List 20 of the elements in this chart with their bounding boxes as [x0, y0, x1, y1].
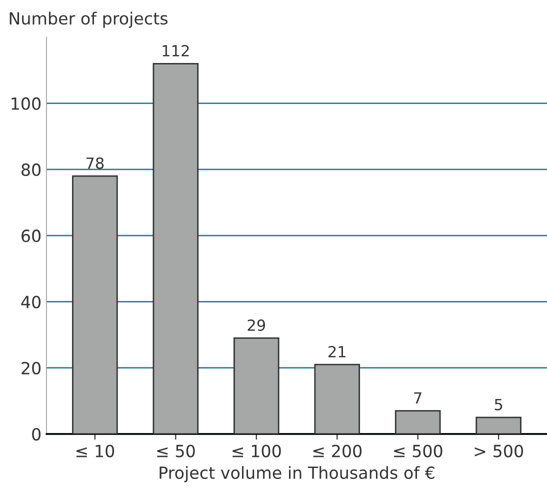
y-tick-label: 20	[22, 362, 41, 374]
y-tick-label: 80	[22, 163, 41, 176]
y-tick-label: 40	[21, 296, 41, 308]
data-label: 21	[328, 346, 346, 358]
y-tick-label: 100	[12, 97, 41, 110]
x-tick-label: > 500	[474, 444, 523, 458]
x-tick-label: ≤ 500	[394, 444, 442, 458]
data-label: 5	[494, 398, 502, 410]
y-tick-label: 60	[22, 230, 41, 242]
data-label: 112	[162, 44, 189, 56]
x-axis-title: Project volume in Thousands of €	[160, 466, 434, 482]
data-label: 29	[248, 319, 266, 331]
y-axis-title: Number of projects	[10, 12, 168, 28]
x-tick-label: ≤ 50	[157, 444, 195, 458]
data-label: 7	[414, 392, 422, 404]
data-label: 78	[86, 157, 104, 169]
x-tick-label: ≤ 200	[313, 444, 362, 458]
y-tick-label: 0	[32, 428, 41, 441]
x-tick-label: ≤ 100	[232, 444, 281, 458]
x-tick-label: ≤ 10	[76, 444, 114, 458]
